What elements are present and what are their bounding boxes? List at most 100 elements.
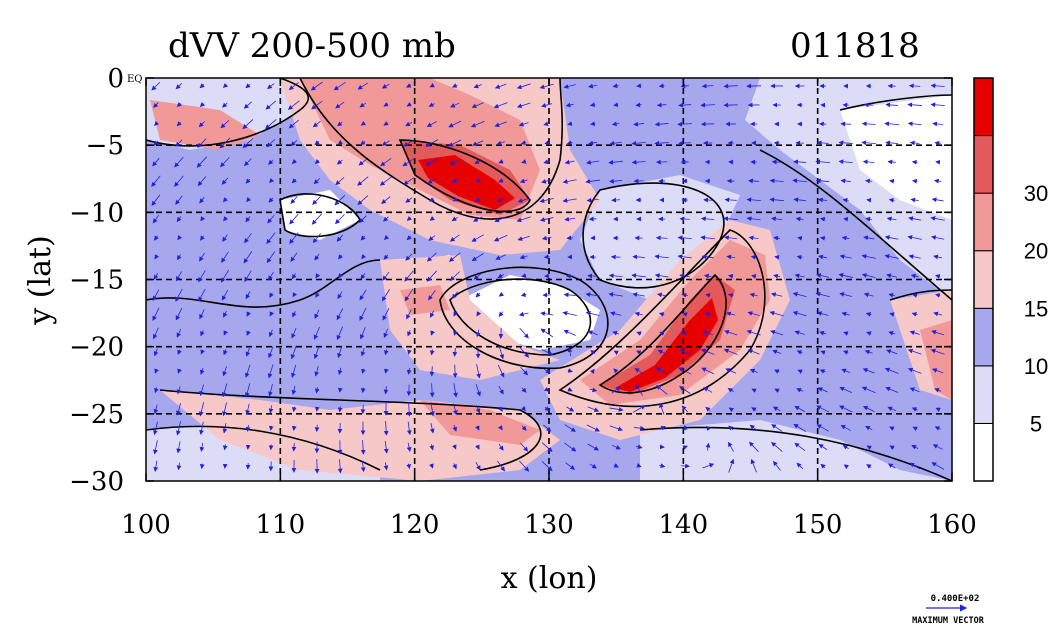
wind-vector: [930, 102, 945, 108]
wind-vector: [636, 444, 643, 450]
wind-vector: [200, 349, 205, 355]
wind-vector: [726, 311, 736, 317]
wind-vector: [359, 289, 367, 301]
wind-vector: [154, 368, 159, 374]
pink-region: [380, 255, 560, 380]
wind-vector: [907, 102, 922, 108]
wind-vector: [705, 406, 711, 412]
wind-vector: [403, 177, 415, 185]
wind-vector: [448, 252, 461, 262]
x-tick-label: 110: [256, 510, 306, 540]
wind-vector: [656, 102, 667, 108]
wind-vector: [314, 366, 320, 377]
wind-vector: [889, 312, 895, 317]
wind-vector: [223, 310, 228, 318]
wind-vector: [589, 463, 597, 469]
wind-vector: [267, 364, 274, 379]
wind-vector: [384, 234, 390, 240]
wind-vector: [816, 273, 830, 278]
wind-vector: [885, 102, 898, 108]
wind-vector: [520, 405, 526, 412]
wind-vector: [153, 102, 159, 108]
wind-vector: [470, 120, 485, 128]
wind-vector: [932, 368, 944, 374]
wind-vector: [700, 348, 715, 355]
wind-vector: [197, 138, 207, 148]
wind-vector: [429, 366, 435, 377]
wind-vector: [566, 140, 573, 146]
wind-vector: [931, 462, 945, 470]
wind-vector: [175, 195, 183, 205]
wind-vector: [728, 425, 734, 431]
wind-vector: [609, 407, 624, 412]
wind-vector: [838, 159, 853, 165]
wind-vector: [153, 348, 159, 357]
wind-vector: [751, 274, 757, 279]
wind-vector: [290, 345, 297, 360]
wind-vector: [198, 402, 205, 417]
red-region: [920, 320, 952, 400]
wind-vector: [476, 311, 482, 317]
wind-vector: [887, 159, 896, 165]
wind-vector: [154, 235, 159, 241]
origin-marker: EQ: [127, 74, 143, 85]
wind-vector: [223, 349, 228, 356]
wind-vector: [290, 196, 298, 204]
wind-vector: [426, 121, 437, 127]
wind-vector: [384, 349, 389, 356]
wind-vector: [728, 458, 735, 473]
wind-vector: [222, 197, 228, 203]
wind-vector: [360, 387, 366, 394]
wind-vector: [221, 177, 229, 185]
wind-vector: [866, 197, 872, 203]
wind-vector: [539, 198, 554, 204]
wind-vector: [636, 350, 642, 355]
wind-vector: [700, 216, 715, 222]
wind-vector: [199, 83, 205, 89]
wind-vector: [843, 216, 849, 222]
wind-vector: [749, 292, 758, 298]
wind-vector: [751, 388, 757, 393]
wind-vector: [700, 235, 715, 241]
wind-vector: [337, 291, 343, 300]
wind-vector: [820, 350, 826, 355]
wind-vector: [335, 101, 345, 109]
wind-vector: [774, 388, 780, 393]
wind-vector: [771, 424, 783, 432]
wind-vector: [311, 100, 323, 110]
wind-vector: [908, 254, 921, 259]
wind-vector: [287, 100, 300, 110]
wind-vector: [473, 83, 482, 89]
colorbar-swatch: [973, 250, 994, 309]
wind-vector: [244, 158, 252, 167]
wind-vector: [176, 254, 182, 261]
wind-vector: [886, 273, 898, 279]
wind-vector: [313, 345, 320, 360]
chart-title: dVV 200-500 mb: [168, 26, 456, 66]
wind-vector: [383, 441, 389, 454]
wind-vector: [291, 364, 297, 378]
wind-vector: [771, 441, 783, 452]
wind-vector: [794, 330, 805, 335]
wind-vector: [404, 289, 414, 302]
wind-vector: [199, 421, 204, 435]
wind-vector: [521, 387, 527, 393]
wind-vector: [658, 312, 665, 317]
wind-vector: [842, 350, 849, 355]
wind-vector: [453, 383, 458, 398]
red-region: [420, 400, 540, 445]
wind-vector: [244, 270, 252, 282]
x-tick-label: 130: [524, 510, 574, 540]
vector-legend: 0.400E+02 MAXIMUM VECTOR: [912, 594, 985, 626]
wind-vector: [243, 101, 252, 109]
wind-vector: [406, 83, 412, 88]
wind-vector: [748, 441, 759, 453]
wind-vector: [796, 254, 803, 260]
wind-vector: [245, 403, 251, 416]
wind-vector: [611, 386, 621, 394]
wind-vector: [452, 347, 458, 357]
wind-vector: [222, 402, 227, 417]
wind-vector: [288, 82, 299, 91]
wind-vector: [451, 216, 458, 222]
colorbar-swatch: [973, 422, 994, 482]
